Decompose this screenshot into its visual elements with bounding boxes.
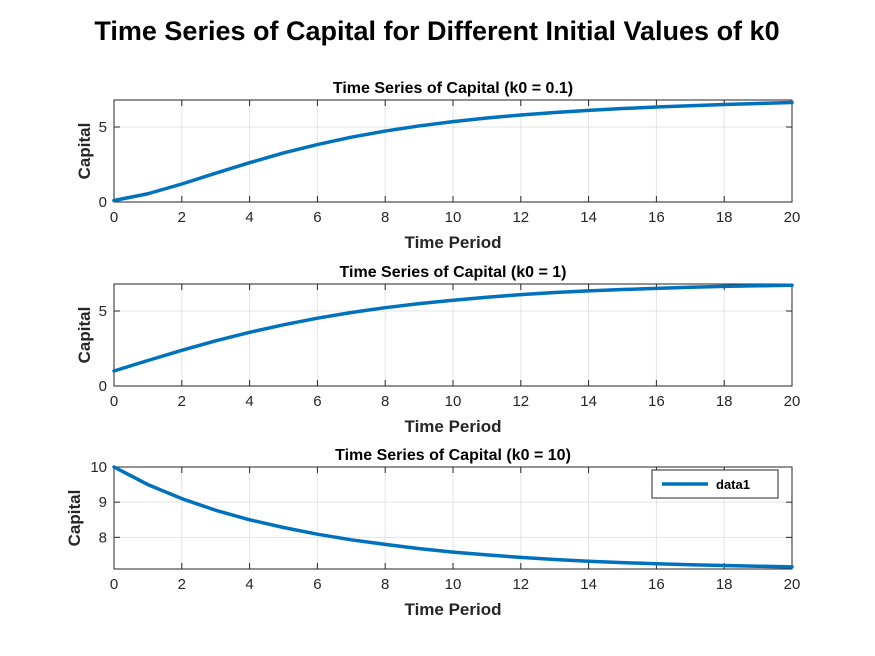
x-tick-label: 20 bbox=[784, 576, 801, 593]
subplot-1: 0 2 4 6 8 10 12 14 16 18 20 0 5 Time Series of Capita… bbox=[75, 80, 800, 252]
figure-title: Time Series of Capital for Different Ini… bbox=[94, 16, 779, 46]
x-tick-label: 14 bbox=[580, 576, 597, 593]
x-tick-label: 0 bbox=[110, 576, 118, 593]
legend: data1 bbox=[651, 469, 779, 499]
x-tick-label: 14 bbox=[580, 209, 597, 226]
y-tick-label: 10 bbox=[90, 459, 107, 476]
x-tick-label: 16 bbox=[648, 393, 665, 410]
y-axis-label: Capital bbox=[75, 307, 94, 364]
subplot-title: Time Series of Capital (k0 = 10) bbox=[335, 447, 571, 464]
subplot-title: Time Series of Capital (k0 = 0.1) bbox=[333, 80, 573, 97]
x-tick-label: 16 bbox=[648, 576, 665, 593]
x-tick-label: 20 bbox=[784, 393, 801, 410]
y-tick-label: 0 bbox=[99, 194, 107, 211]
x-tick-label: 4 bbox=[245, 209, 253, 226]
x-tick-label: 0 bbox=[110, 393, 118, 410]
x-tick-label: 10 bbox=[445, 576, 462, 593]
series-line-1 bbox=[112, 283, 794, 373]
y-tick-label: 8 bbox=[99, 529, 107, 546]
legend-entry-label: data1 bbox=[716, 477, 750, 492]
x-tick-label: 18 bbox=[716, 393, 733, 410]
y-tick-label: 9 bbox=[99, 494, 107, 511]
x-tick-label: 4 bbox=[245, 393, 253, 410]
x-tick-label: 6 bbox=[313, 576, 321, 593]
axes-frame bbox=[113, 99, 793, 203]
x-axis-label: Time Period bbox=[405, 600, 502, 619]
subplot-2: 0 2 4 6 8 10 12 14 16 18 20 0 5 Time Series of Capita… bbox=[75, 264, 800, 436]
y-tick-label: 5 bbox=[99, 119, 107, 136]
axes-frame bbox=[113, 466, 793, 570]
x-tick-label: 6 bbox=[313, 393, 321, 410]
y-axis-label: Capital bbox=[65, 490, 84, 547]
y-axis-label: Capital bbox=[75, 123, 94, 180]
subplot-title: Time Series of Capital (k0 = 1) bbox=[340, 264, 567, 281]
series-line-1 bbox=[112, 100, 794, 203]
x-tick-label: 2 bbox=[178, 393, 186, 410]
x-tick-label: 12 bbox=[512, 393, 529, 410]
subplot-3: 0 2 4 6 8 10 12 14 16 18 20 8 9 10 Time Series of Capi… bbox=[65, 447, 800, 619]
axes-frame bbox=[113, 283, 793, 387]
x-tick-label: 4 bbox=[245, 576, 253, 593]
x-tick-label: 18 bbox=[716, 209, 733, 226]
y-tick-label: 5 bbox=[99, 303, 107, 320]
x-tick-label: 8 bbox=[381, 393, 389, 410]
x-tick-label: 10 bbox=[445, 393, 462, 410]
x-tick-label: 2 bbox=[178, 576, 186, 593]
x-tick-label: 8 bbox=[381, 209, 389, 226]
x-tick-label: 12 bbox=[512, 209, 529, 226]
x-tick-label: 2 bbox=[178, 209, 186, 226]
legend-box bbox=[651, 469, 779, 499]
x-axis-label: Time Period bbox=[405, 417, 502, 436]
x-tick-label: 12 bbox=[512, 576, 529, 593]
series-line-1 bbox=[112, 465, 794, 569]
y-tick-label: 0 bbox=[99, 378, 107, 395]
x-tick-label: 16 bbox=[648, 209, 665, 226]
x-tick-label: 8 bbox=[381, 576, 389, 593]
x-tick-label: 6 bbox=[313, 209, 321, 226]
x-tick-label: 20 bbox=[784, 209, 801, 226]
x-tick-label: 18 bbox=[716, 576, 733, 593]
x-tick-label: 14 bbox=[580, 393, 597, 410]
x-tick-label: 0 bbox=[110, 209, 118, 226]
x-tick-label: 10 bbox=[445, 209, 462, 226]
x-axis-label: Time Period bbox=[405, 233, 502, 252]
